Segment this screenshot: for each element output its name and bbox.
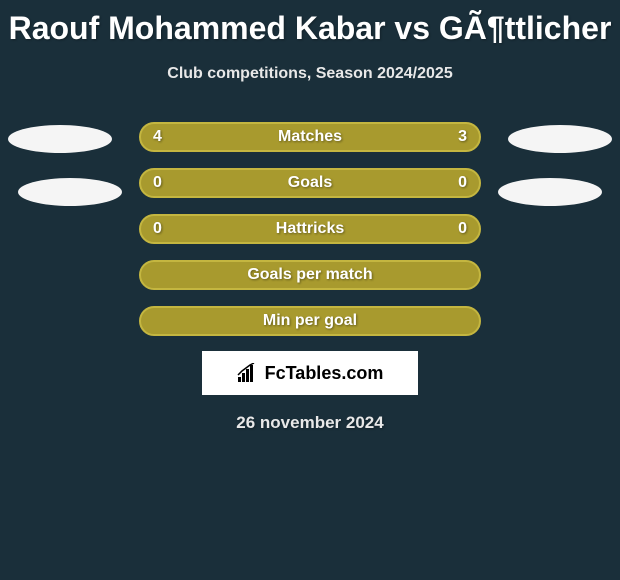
stat-label: Min per goal [263, 312, 357, 330]
stats-container: 4 Matches 3 0 Goals 0 0 Hattricks 0 Goal… [0, 121, 620, 337]
stat-value-left: 0 [153, 174, 162, 192]
chart-icon [237, 363, 261, 383]
stat-value-left: 4 [153, 128, 162, 146]
stat-value-right: 0 [458, 220, 467, 238]
stat-label: Goals [288, 174, 332, 192]
page-title: Raouf Mohammed Kabar vs GÃ¶ttlicher [0, 0, 620, 47]
stat-label: Matches [278, 128, 342, 146]
stat-bar: 0 Hattricks 0 [139, 214, 481, 244]
page-subtitle: Club competitions, Season 2024/2025 [0, 65, 620, 83]
logo-text: FcTables.com [265, 363, 384, 384]
stat-label: Goals per match [247, 266, 372, 284]
stat-value-right: 3 [458, 128, 467, 146]
stat-bar: 0 Goals 0 [139, 168, 481, 198]
stat-value-right: 0 [458, 174, 467, 192]
stat-row-goals-per-match: Goals per match [0, 259, 620, 291]
stat-row-goals: 0 Goals 0 [0, 167, 620, 199]
logo-box[interactable]: FcTables.com [202, 351, 418, 395]
stat-row-min-per-goal: Min per goal [0, 305, 620, 337]
stat-bar: Goals per match [139, 260, 481, 290]
date-text: 26 november 2024 [0, 413, 620, 433]
stat-value-left: 0 [153, 220, 162, 238]
stat-bar: Min per goal [139, 306, 481, 336]
stat-row-hattricks: 0 Hattricks 0 [0, 213, 620, 245]
stat-label: Hattricks [276, 220, 344, 238]
logo-inner: FcTables.com [237, 363, 384, 384]
stat-bar: 4 Matches 3 [139, 122, 481, 152]
stat-row-matches: 4 Matches 3 [0, 121, 620, 153]
